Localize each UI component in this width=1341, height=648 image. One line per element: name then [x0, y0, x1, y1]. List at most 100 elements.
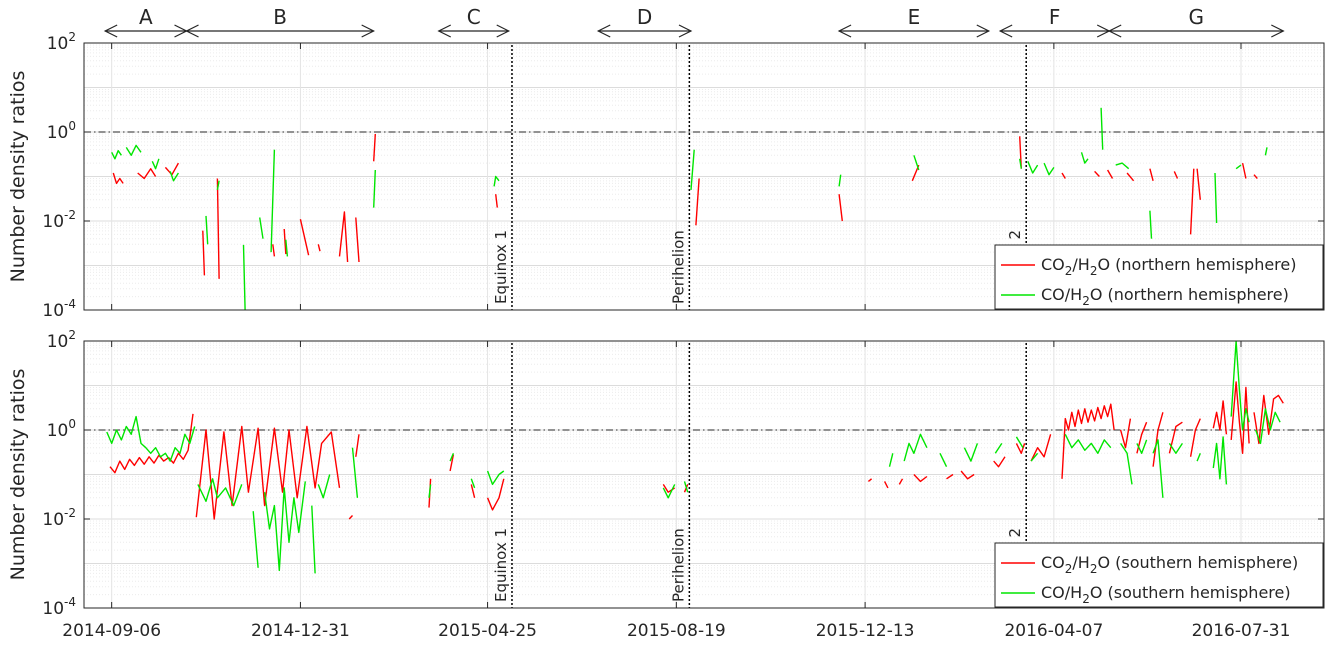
series-line-segment	[283, 228, 287, 255]
series-line-segment	[493, 175, 500, 187]
phase-label: C	[467, 5, 481, 29]
series-line-segment	[1136, 439, 1148, 454]
phase-arrow-left-head	[103, 24, 118, 38]
x-tick-label: 2014-09-06	[62, 621, 161, 641]
series-line-segment	[348, 515, 354, 520]
series-line-segment	[317, 244, 321, 252]
phase-arrow-d: D	[596, 5, 693, 38]
series-line-segment	[486, 470, 505, 486]
phase-arrow-left-head	[837, 24, 852, 38]
legend-entry: CO/H2O (northern hemisphere)	[1041, 285, 1289, 308]
series-line-segment	[963, 443, 979, 462]
series-line-segment	[1212, 436, 1228, 485]
series-line-segment	[1094, 170, 1100, 177]
series-line-segment	[1030, 452, 1039, 462]
series-line-segment	[838, 194, 843, 222]
series-line-segment	[373, 169, 376, 208]
series-line-segment	[449, 453, 455, 462]
series-line-segment	[197, 478, 243, 507]
phase-arrow-c: C	[437, 5, 511, 38]
series-line-segment	[1115, 162, 1130, 170]
phase-label: A	[139, 5, 153, 29]
series-line-segment	[1061, 172, 1066, 179]
series-line-segment	[1149, 168, 1154, 181]
series-line-segment	[205, 215, 209, 245]
series-line-segment	[285, 239, 289, 257]
event-perihelion: Perihelion	[669, 45, 691, 310]
series-line-segment	[242, 244, 246, 310]
series-line-segment	[1152, 412, 1164, 467]
series-line-segment	[994, 443, 1003, 454]
series-line-segment	[259, 217, 264, 239]
legend: CO2/H2O (southern hemisphere) CO/H2O (sou…	[994, 542, 1324, 608]
series-line-segment	[1253, 174, 1258, 179]
series-line-segment	[470, 484, 476, 498]
y-tick-label: 100	[47, 417, 76, 441]
series-line-segment	[903, 433, 928, 462]
series-line-segment	[111, 149, 122, 160]
series-line-segment	[355, 217, 360, 263]
series-line-segment	[1106, 169, 1114, 179]
series-line-segment	[486, 478, 505, 511]
phase-arrow-right-head	[1271, 24, 1285, 38]
legend: CO2/H2O (northern hemisphere) CO/H2O (nor…	[994, 244, 1324, 310]
series-line-segment	[169, 171, 179, 182]
series-line-segment	[317, 474, 331, 499]
y-tick-label: 100	[47, 119, 76, 143]
series-line-segment	[1189, 418, 1201, 457]
series-line-segment	[1030, 434, 1052, 462]
series-line-segment	[470, 478, 476, 489]
series-line-segment	[1019, 158, 1022, 169]
series-line-segment	[1214, 172, 1218, 224]
phase-label: G	[1189, 5, 1205, 29]
y-tick-label: 102	[47, 328, 76, 352]
series-line-segment	[125, 144, 142, 157]
series-line-segment	[1196, 453, 1201, 462]
series-line-segment	[311, 505, 316, 574]
legend-box	[994, 244, 1324, 310]
phase-label: F	[1049, 5, 1061, 29]
series-line-segment	[338, 211, 349, 263]
series-line-segment	[1235, 164, 1242, 170]
series-line-segment	[216, 180, 220, 191]
y-axis-label: Number density ratios	[7, 71, 29, 283]
series-line-segment	[662, 484, 676, 499]
series-line-segment	[1212, 400, 1228, 435]
series-line-segment	[1168, 443, 1183, 454]
series-line-segment	[838, 174, 842, 187]
series-line-segment	[1173, 171, 1179, 179]
series-line-segment	[299, 219, 310, 256]
series-co-h2o	[111, 107, 1268, 310]
phase-arrow-right-head	[361, 24, 376, 38]
y-tick-label: 10-2	[42, 208, 76, 232]
x-tick-label: 2014-12-31	[251, 621, 350, 641]
series-line-segment	[1061, 403, 1115, 479]
phase-arrow-right-head	[496, 24, 511, 38]
phase-label: D	[637, 5, 652, 29]
phase-arrow-left-head	[998, 24, 1013, 38]
series-line-segment	[1100, 107, 1104, 150]
series-line-segment	[888, 453, 894, 467]
series-co-h2o	[106, 341, 1281, 574]
series-line-segment	[1168, 421, 1183, 454]
phase-label: B	[273, 5, 287, 29]
series-line-segment	[428, 484, 432, 498]
series-line-segment	[1080, 152, 1089, 164]
series-line-segment	[1253, 394, 1284, 445]
series-line-segment	[263, 481, 306, 572]
y-tick-label: 10-4	[42, 595, 76, 619]
series-line-segment	[683, 481, 689, 493]
panel-northern: Equinox 1PerihelionEquinox 210-410-21001…	[7, 30, 1325, 321]
axes-frame	[83, 340, 1325, 609]
legend-entry: CO/H2O (southern hemisphere)	[1041, 583, 1291, 606]
series-line-segment	[867, 478, 873, 482]
series-line-segment	[355, 434, 360, 457]
series-line-segment	[1264, 147, 1268, 156]
series-line-segment	[946, 473, 954, 480]
series-line-segment	[960, 470, 975, 480]
phase-arrow-right-head	[976, 24, 991, 38]
x-tick-label: 2016-04-07	[1004, 621, 1103, 641]
series-line-segment	[109, 413, 194, 474]
series-line-segment	[1043, 162, 1055, 176]
phase-label: E	[908, 5, 921, 29]
